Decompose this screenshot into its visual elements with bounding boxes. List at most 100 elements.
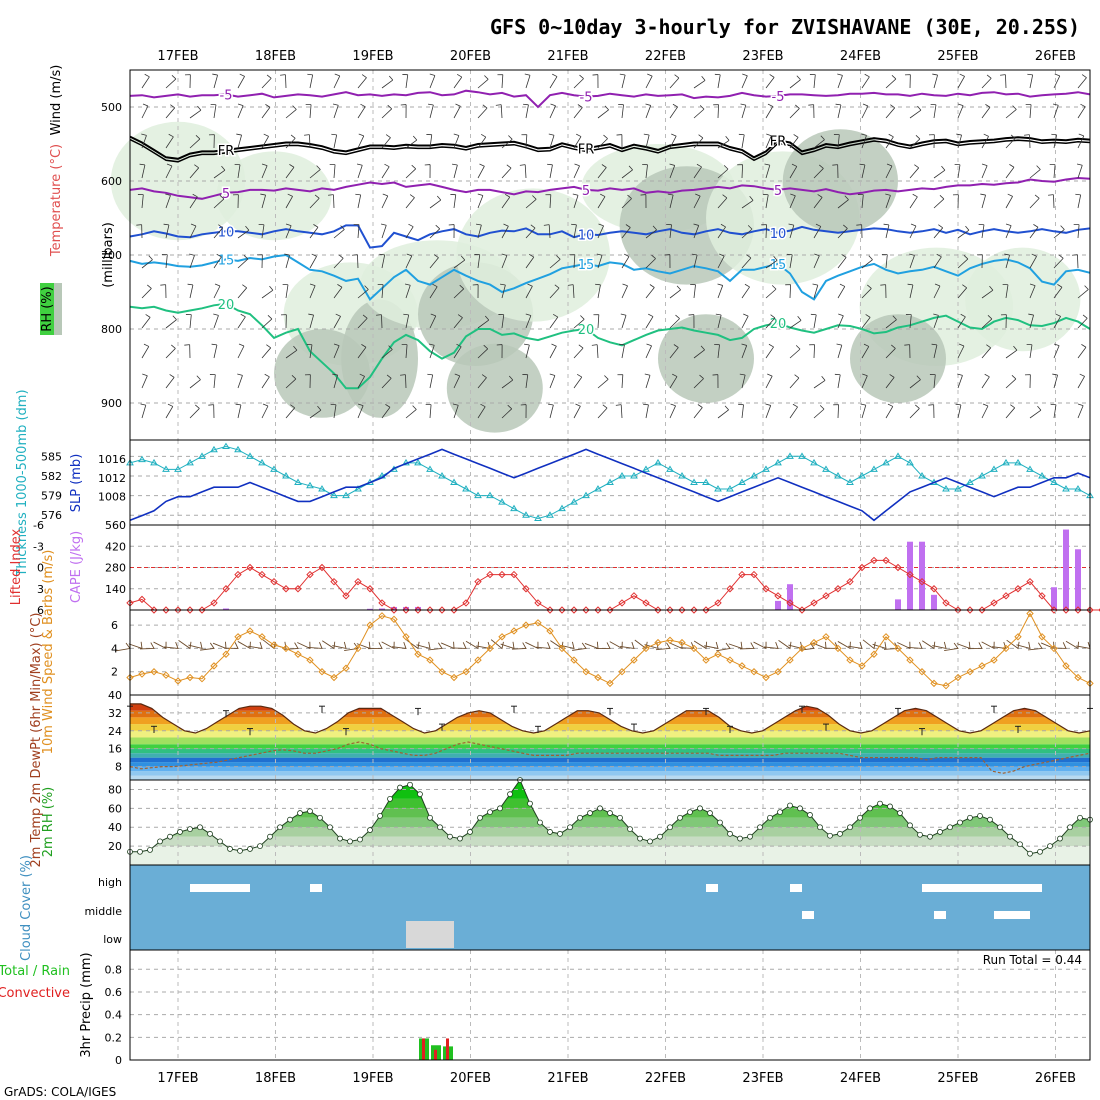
rh-tick: 20 — [108, 840, 122, 853]
li-marker — [426, 606, 434, 614]
thickness-marker — [798, 452, 806, 459]
wind-barb — [237, 254, 249, 269]
wind-barb — [738, 133, 745, 149]
isotherm-line — [129, 138, 1091, 163]
wind-barb — [304, 134, 311, 149]
wind-barb — [405, 135, 418, 149]
wind-barb — [789, 104, 800, 119]
rh-marker — [547, 829, 553, 835]
wind-barb — [789, 345, 801, 359]
cloud-cell — [994, 911, 1030, 919]
cloud-cell — [310, 884, 322, 892]
wind-barb — [1073, 224, 1080, 239]
rh-marker — [257, 843, 263, 850]
wind-barb — [185, 314, 192, 329]
wind-barb — [381, 134, 391, 149]
wind-barb — [761, 224, 768, 239]
wind-speed-marker — [510, 627, 518, 635]
wind-barb — [1053, 313, 1061, 329]
wind-barb — [717, 405, 729, 419]
rh-marker — [847, 824, 853, 831]
thickness-marker — [342, 491, 350, 499]
li-marker — [918, 577, 926, 586]
wind-barb — [669, 373, 678, 389]
wind-barb — [1077, 285, 1089, 299]
cape-tick: 280 — [105, 562, 126, 575]
wind-barb — [857, 194, 864, 209]
rh-band — [130, 827, 1090, 837]
rh-marker — [237, 847, 243, 854]
thickness-marker — [870, 465, 878, 472]
li-marker — [318, 563, 326, 572]
wind-barb — [981, 133, 989, 149]
surface-wind-barb — [465, 640, 479, 650]
wind-barb — [785, 284, 792, 299]
wind-speed-marker — [318, 668, 326, 676]
wind-barb — [139, 163, 146, 179]
wind-barb — [931, 343, 938, 359]
thickness-marker — [714, 485, 722, 492]
wind-barb — [213, 253, 222, 269]
wind-barb — [380, 223, 387, 239]
wind-barb — [885, 193, 891, 209]
thickness-marker — [810, 458, 818, 466]
wind-speed-marker — [1062, 662, 1070, 670]
wind-barb — [381, 104, 393, 119]
rh-marker — [1037, 848, 1043, 855]
thickness-marker — [306, 481, 314, 489]
rh-tick: 60 — [108, 802, 122, 815]
wind-barb — [885, 374, 895, 389]
rh-marker — [157, 838, 163, 845]
wind-barb — [237, 103, 244, 119]
wind-barb — [213, 194, 225, 209]
rh-marker — [437, 824, 443, 831]
cloud-cover-label: Cloud Cover (%) — [19, 855, 34, 961]
wind-speed-label: 10m Wind Speed & Barbs (m/s) — [41, 550, 56, 755]
wind-barb — [453, 103, 461, 119]
thickness-marker — [594, 485, 602, 492]
wind-barb — [213, 224, 224, 239]
wind-speed-marker — [918, 668, 926, 676]
rh-band — [130, 846, 1090, 865]
wind-barb — [669, 103, 678, 119]
wind-speed-marker — [822, 633, 830, 641]
rh-band — [130, 836, 1090, 847]
li-marker — [282, 585, 290, 593]
wind-barb — [1005, 374, 1017, 389]
thickness-marker — [462, 485, 470, 492]
li-marker — [150, 606, 158, 614]
thickness-marker — [258, 458, 266, 466]
temp-bands — [130, 703, 1090, 780]
wind-barb — [957, 254, 969, 269]
wind-barb — [401, 344, 408, 359]
wind-barb — [1053, 343, 1060, 359]
day-label-top: 26FEB — [1035, 49, 1076, 64]
wind-barb — [741, 195, 754, 209]
wind-barb — [957, 373, 963, 389]
wind-barb — [329, 164, 336, 179]
wind-barb — [429, 313, 437, 329]
wind-barb — [765, 314, 776, 329]
wind-barb — [669, 285, 681, 299]
surface-wind-barb — [620, 641, 635, 649]
surface-wind-barb — [932, 641, 947, 650]
surface-wind-barb — [248, 641, 263, 649]
thickness-tick: 576 — [41, 509, 62, 522]
surface-wind-barb — [656, 642, 671, 651]
wind-speed-marker — [966, 668, 974, 676]
thickness-marker — [426, 465, 434, 472]
wind-barb — [381, 163, 390, 179]
wind-barb — [357, 373, 365, 389]
precip-tick: 0.4 — [105, 1009, 123, 1022]
wind-barb — [184, 74, 191, 89]
wind-barb — [1005, 105, 1017, 119]
wind-barb — [357, 403, 364, 419]
wind-barb — [981, 344, 992, 359]
wind-barb — [717, 223, 726, 239]
wind-barb — [861, 133, 867, 149]
wind-speed-marker — [474, 656, 482, 664]
wind-barb — [523, 103, 529, 119]
wind-barb — [236, 133, 242, 149]
li-marker — [438, 606, 446, 614]
wind-barb — [837, 254, 847, 269]
